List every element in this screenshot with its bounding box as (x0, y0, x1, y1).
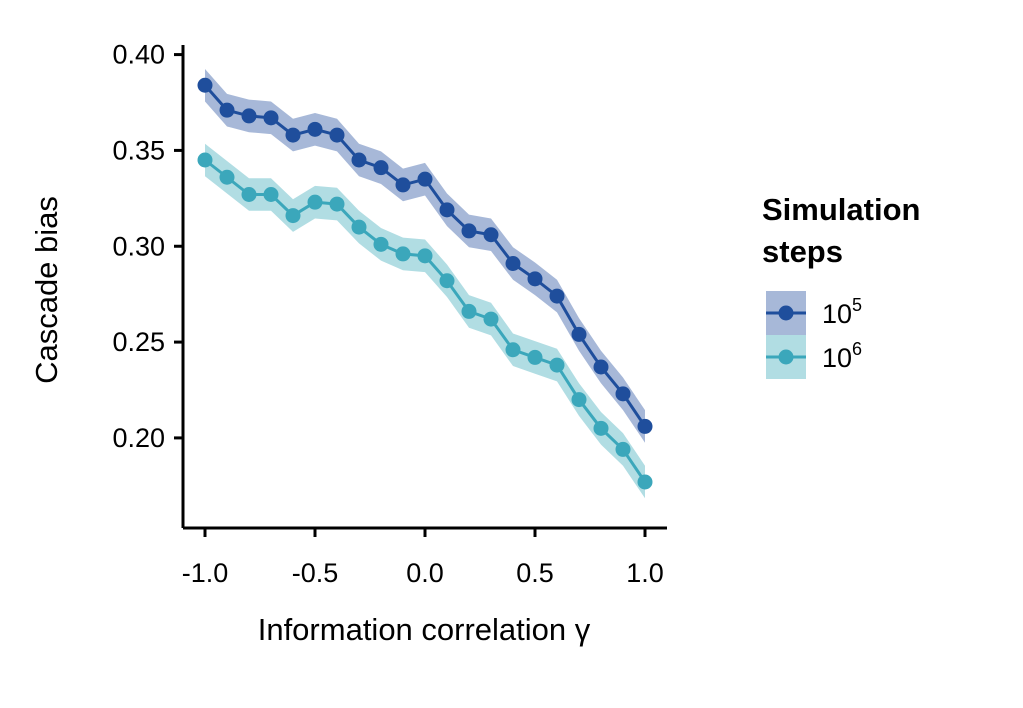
x-tick-label: -0.5 (292, 558, 339, 588)
y-axis-title: Cascade bias (29, 196, 64, 384)
data-point (527, 271, 543, 287)
data-point (197, 77, 213, 93)
data-point (483, 227, 499, 243)
legend-swatch-point (778, 305, 794, 321)
data-point (615, 441, 631, 457)
data-point (483, 311, 499, 327)
data-point (505, 342, 521, 358)
data-point (219, 102, 235, 118)
data-point (439, 202, 455, 218)
legend-label: 106 (822, 339, 862, 373)
data-point (395, 246, 411, 262)
data-point (307, 194, 323, 210)
data-point (241, 108, 257, 124)
data-points (197, 77, 653, 490)
x-tick-label: -1.0 (182, 558, 229, 588)
data-point (373, 236, 389, 252)
data-point (593, 420, 609, 436)
data-point (263, 187, 279, 202)
data-point (373, 160, 389, 176)
data-point (637, 418, 653, 434)
x-axis-ticks: -1.0 -0.5 0.0 0.5 1.0 (182, 528, 664, 588)
data-point (307, 121, 323, 137)
y-tick-label: 0.30 (112, 231, 165, 261)
data-point (593, 359, 609, 375)
legend-title-line-2: steps (762, 234, 843, 269)
data-point (417, 171, 433, 187)
data-point (549, 357, 565, 373)
x-tick-label: 0.5 (516, 558, 554, 588)
data-point (351, 152, 367, 168)
y-tick-label: 0.40 (112, 40, 165, 70)
data-point (549, 288, 565, 304)
data-point (571, 392, 587, 408)
data-point (263, 110, 279, 126)
confidence-band-series-1 (205, 68, 645, 443)
data-point (395, 177, 411, 193)
y-tick-label: 0.20 (112, 423, 165, 453)
data-point (615, 386, 631, 402)
data-point (351, 219, 367, 235)
data-point (417, 248, 433, 264)
axes: 0.20 0.25 0.30 0.35 0.40 -1.0 -0.5 0.0 0.5 1.0 (112, 40, 667, 588)
x-tick-label: 0.0 (406, 558, 444, 588)
data-point (329, 196, 345, 212)
data-point (219, 169, 235, 185)
data-point (527, 349, 543, 365)
data-point (461, 223, 477, 239)
data-point (439, 273, 455, 289)
y-tick-label: 0.35 (112, 135, 165, 165)
confidence-bands (205, 68, 645, 499)
legend-item-2: 106 (766, 335, 862, 379)
legend-swatch-point (778, 349, 794, 365)
legend-title-line-1: Simulation (762, 192, 920, 227)
legend-label: 105 (822, 295, 862, 329)
data-point (329, 127, 345, 143)
data-point (505, 256, 521, 271)
data-point (285, 127, 301, 143)
data-point (637, 474, 653, 490)
plot-area (197, 68, 653, 499)
data-point (285, 208, 301, 224)
data-point (571, 326, 587, 342)
y-tick-label: 0.25 (112, 327, 165, 357)
data-point (241, 187, 257, 202)
x-tick-label: 1.0 (626, 558, 664, 588)
x-axis-title: Information correlation γ (258, 612, 591, 647)
data-point (461, 303, 477, 319)
legend-item-1: 105 (766, 291, 862, 335)
data-point (197, 152, 213, 168)
y-axis-ticks: 0.20 0.25 0.30 0.35 0.40 (112, 40, 183, 453)
confidence-band-series-2 (205, 143, 645, 499)
series-lines (203, 84, 647, 483)
